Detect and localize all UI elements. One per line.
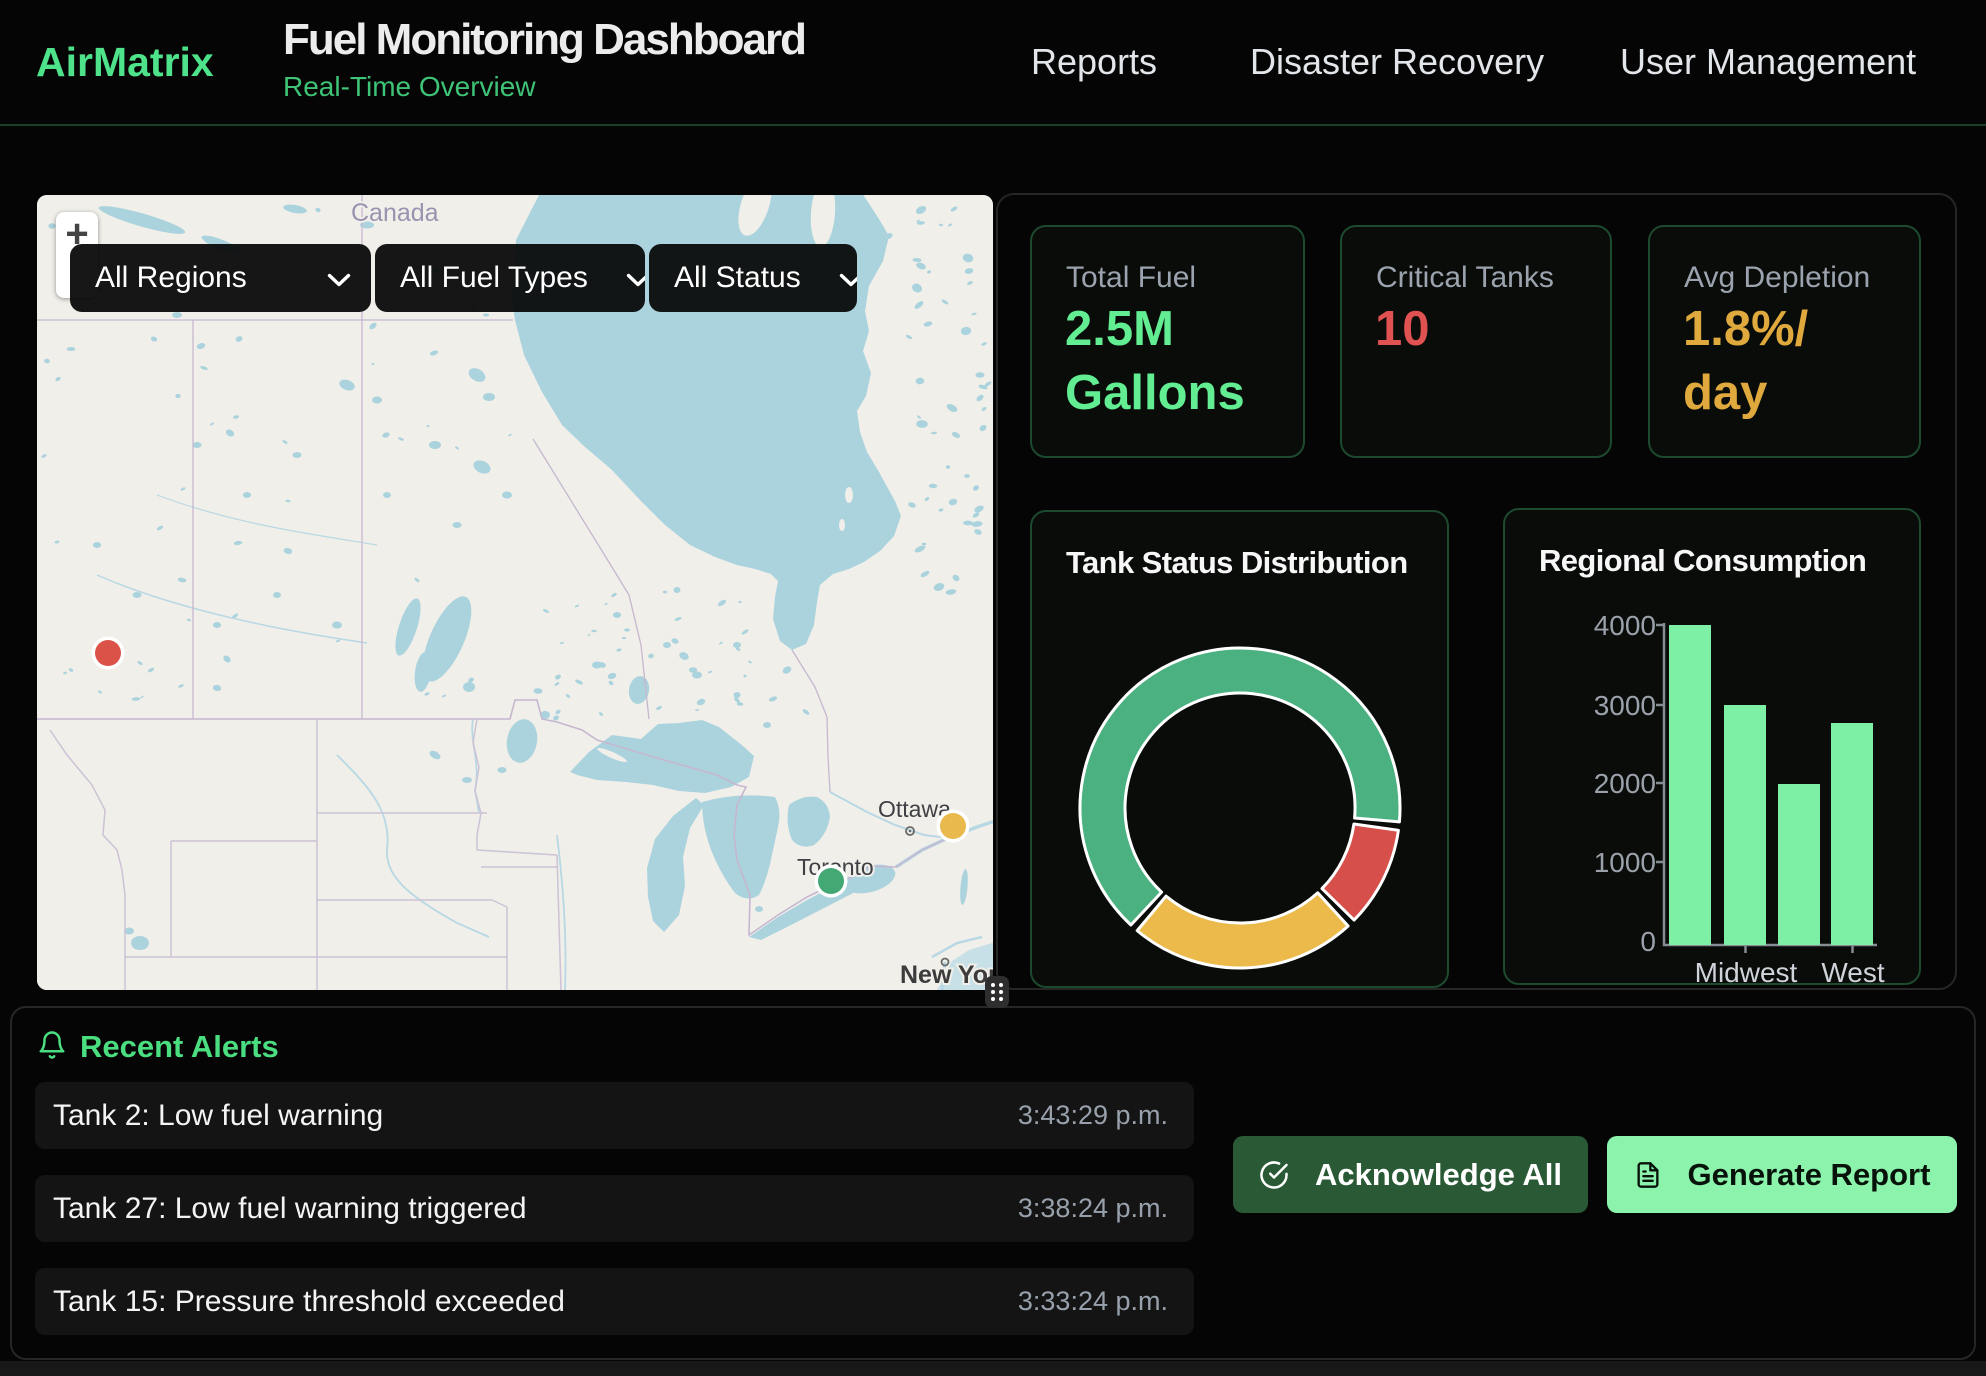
svg-text:Canada: Canada — [351, 199, 439, 227]
svg-text:3000: 3000 — [1594, 690, 1656, 721]
svg-text:West: West — [1821, 957, 1884, 988]
svg-text:1000: 1000 — [1594, 847, 1656, 878]
svg-text:Midwest: Midwest — [1695, 957, 1798, 988]
svg-text:2000: 2000 — [1594, 768, 1656, 799]
svg-text:4000: 4000 — [1594, 610, 1656, 641]
svg-text:0: 0 — [1640, 926, 1656, 957]
svg-text:New York: New York — [900, 961, 993, 989]
